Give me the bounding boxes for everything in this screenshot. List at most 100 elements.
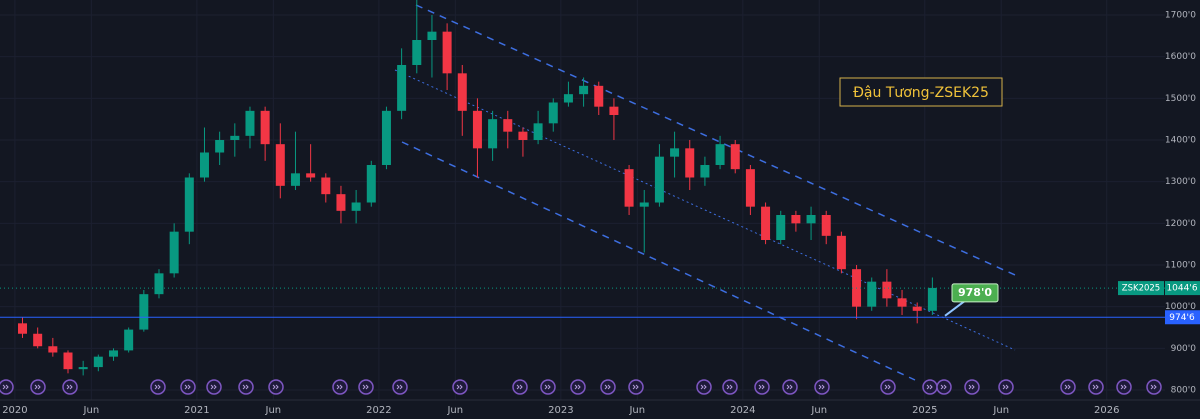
candle-body (18, 323, 28, 334)
event-icon (758, 384, 765, 390)
x-tick-label: 2025 (912, 405, 937, 416)
event-icon (700, 384, 707, 390)
x-tick-label: 2020 (2, 405, 27, 416)
event-marker (814, 379, 830, 395)
event-icon (184, 384, 191, 390)
y-tick-label: 1700'0 (1165, 11, 1196, 21)
event-marker (922, 379, 938, 395)
x-tick-label: Jun (446, 405, 463, 416)
symbol-label-bg (1118, 281, 1164, 296)
event-icon (396, 384, 403, 390)
event-marker (1060, 379, 1076, 395)
candle-body (776, 215, 786, 240)
events (0, 379, 1162, 395)
candle-body (821, 215, 831, 236)
event-icon (456, 384, 463, 390)
event-icon (632, 384, 639, 390)
event-icon (726, 384, 733, 390)
event-icon (1120, 384, 1127, 390)
title-frame (839, 77, 1003, 107)
x-tick-label: Jun (628, 405, 645, 416)
candle-body (184, 177, 194, 232)
event-icon (968, 384, 975, 390)
event-icon (884, 384, 891, 390)
event-marker (150, 379, 166, 395)
event-marker (782, 379, 798, 395)
y-tick-label: 1400'0 (1165, 136, 1196, 146)
candle-body (381, 110, 391, 165)
candle-body (836, 235, 846, 270)
x-tick-label: 2026 (1094, 405, 1119, 416)
event-marker (30, 379, 46, 395)
candle-body (503, 119, 513, 132)
x-tick-label: 2024 (730, 405, 755, 416)
symbol-label: ZSK2025 (1122, 284, 1160, 294)
candle-body (169, 231, 179, 274)
candle-body (867, 281, 877, 307)
event-marker (268, 379, 284, 395)
support-label-bg (1165, 310, 1200, 325)
candle-body (730, 144, 740, 170)
event-marker (570, 379, 586, 395)
candle-body (579, 85, 589, 95)
event-marker (238, 379, 254, 395)
candle-body (93, 356, 103, 368)
candle-body (442, 31, 452, 74)
support-label: 974'6 (1169, 313, 1195, 323)
callout-box (951, 283, 999, 303)
candle-body (715, 144, 725, 165)
event-marker (206, 379, 222, 395)
x-tick-label: Jun (992, 405, 1009, 416)
event-marker (452, 379, 468, 395)
candle-body (366, 165, 376, 203)
event-marker (628, 379, 644, 395)
x-tick-label: 2022 (366, 405, 391, 416)
overlay: 978'0 (0, 283, 1165, 318)
candle-body (624, 169, 634, 207)
event-marker (0, 379, 14, 395)
y-tick-label: 1300'0 (1165, 177, 1196, 187)
event-marker (880, 379, 896, 395)
event-icon (1064, 384, 1071, 390)
x-tick-label: Jun (83, 405, 100, 416)
event-marker (936, 379, 952, 395)
candle-body (685, 148, 695, 178)
candle-body (260, 110, 270, 145)
callout-label: 978'0 (958, 286, 992, 299)
candle-body (245, 110, 255, 136)
y-tick-label: 1000'0 (1165, 302, 1196, 312)
y-tick-label: 1200'0 (1165, 219, 1196, 229)
event-marker (1116, 379, 1132, 395)
candle-body (518, 131, 528, 140)
candle-body (275, 144, 285, 186)
y-tick-label: 1600'0 (1165, 52, 1196, 62)
candle-body (700, 165, 710, 178)
event-icon (1150, 384, 1157, 390)
candle-body (397, 65, 407, 111)
event-icon (242, 384, 249, 390)
candles (18, 0, 937, 376)
candle-body (33, 333, 43, 347)
candle-body (488, 119, 498, 149)
event-icon (926, 384, 933, 390)
event-icon (1092, 384, 1099, 390)
candle-body (78, 367, 88, 370)
candle-body (321, 177, 331, 195)
candle-body (472, 110, 482, 149)
event-icon (66, 384, 73, 390)
x-tick-label: 2023 (548, 405, 573, 416)
candle-body (670, 148, 680, 157)
event-icon (210, 384, 217, 390)
channel (394, 4, 1016, 381)
candle-body (533, 123, 543, 140)
event-icon (604, 384, 611, 390)
event-marker (1146, 379, 1162, 395)
candle-body (108, 350, 118, 357)
candle-body (154, 273, 164, 295)
candle-body (927, 287, 937, 311)
y-tick-label: 800'0 (1171, 386, 1197, 396)
candle-body (654, 156, 664, 203)
event-icon (336, 384, 343, 390)
